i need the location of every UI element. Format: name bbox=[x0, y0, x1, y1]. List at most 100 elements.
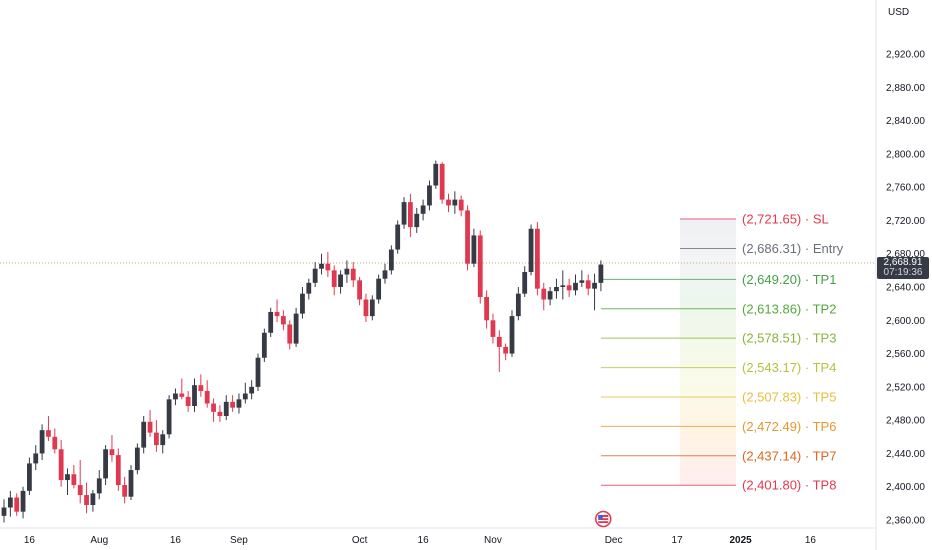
candle-body bbox=[408, 202, 413, 228]
candle-body bbox=[261, 332, 267, 358]
candle bbox=[71, 465, 77, 489]
x-tick-label: Oct bbox=[352, 535, 368, 546]
candle-body bbox=[414, 213, 420, 228]
candle-body bbox=[382, 270, 388, 279]
candle bbox=[141, 415, 147, 454]
y-tick-label: 2,760.00 bbox=[886, 183, 925, 194]
current-price-label: 2,668.91 07:19:36 bbox=[877, 257, 929, 279]
candle bbox=[173, 388, 178, 406]
candle bbox=[420, 199, 426, 221]
candle bbox=[319, 253, 324, 275]
candle bbox=[395, 220, 401, 254]
candle bbox=[408, 193, 413, 238]
candle bbox=[223, 395, 229, 421]
candle-body bbox=[579, 280, 585, 283]
candle-body bbox=[255, 357, 261, 387]
candle-body bbox=[427, 185, 432, 206]
candle-body bbox=[439, 163, 445, 200]
flag-stripes bbox=[598, 515, 609, 523]
candle-body bbox=[173, 393, 178, 400]
candle-body bbox=[515, 293, 521, 317]
candle bbox=[274, 299, 280, 322]
candle bbox=[52, 428, 58, 454]
candle-body bbox=[33, 453, 39, 464]
candle-body bbox=[192, 385, 197, 406]
x-tick-label: Sep bbox=[230, 535, 248, 546]
candle-body bbox=[484, 296, 489, 321]
trade-zone-shading bbox=[680, 219, 736, 486]
x-tick-label: Nov bbox=[484, 535, 502, 546]
candle bbox=[382, 263, 388, 284]
candle bbox=[331, 265, 337, 296]
candle bbox=[363, 293, 369, 322]
candle bbox=[122, 476, 128, 504]
x-tick-label: 17 bbox=[672, 535, 684, 546]
candle-body bbox=[147, 421, 153, 433]
candle-body bbox=[560, 285, 566, 287]
y-tick-label: 2,360.00 bbox=[886, 516, 925, 527]
candle bbox=[427, 180, 432, 211]
candle bbox=[388, 245, 394, 275]
candle bbox=[65, 468, 70, 496]
candle bbox=[230, 395, 235, 412]
candle-body bbox=[312, 268, 318, 283]
x-tick-label: 16 bbox=[805, 535, 817, 546]
x-tick-label: Aug bbox=[90, 535, 108, 546]
candle-body bbox=[154, 432, 159, 446]
candle bbox=[306, 278, 312, 300]
candle-body bbox=[541, 288, 547, 300]
candle-body bbox=[535, 228, 540, 289]
candle bbox=[471, 228, 477, 268]
candle-body bbox=[249, 386, 255, 394]
candle bbox=[255, 353, 261, 392]
currency-button[interactable]: USD bbox=[888, 7, 910, 18]
candle bbox=[115, 448, 121, 491]
candle-body bbox=[503, 346, 509, 354]
candle bbox=[490, 313, 496, 344]
candle bbox=[33, 445, 39, 471]
candle bbox=[541, 282, 547, 311]
candle bbox=[344, 260, 350, 283]
candle-body bbox=[128, 470, 134, 497]
candle-body bbox=[547, 291, 553, 300]
candle-body bbox=[357, 280, 362, 300]
candle bbox=[204, 380, 210, 408]
candle-body bbox=[363, 299, 369, 317]
x-tick-label: Dec bbox=[605, 535, 623, 546]
y-tick-label: 2,640.00 bbox=[886, 283, 925, 294]
candle-body bbox=[452, 199, 458, 206]
candle-body bbox=[287, 324, 293, 344]
candle-body bbox=[376, 278, 382, 300]
candle bbox=[300, 287, 305, 319]
candle-body bbox=[554, 287, 559, 292]
level-label: (2,721.65) · SL bbox=[742, 212, 829, 227]
candle-body bbox=[458, 199, 464, 211]
candle bbox=[39, 424, 45, 461]
candle-body bbox=[122, 485, 128, 497]
candle-body bbox=[52, 436, 58, 450]
y-tick-label: 2,480.00 bbox=[886, 416, 925, 427]
candle-body bbox=[319, 263, 324, 269]
candle-body bbox=[90, 493, 96, 506]
candle bbox=[109, 435, 115, 462]
candle-body bbox=[496, 336, 502, 347]
candle bbox=[515, 287, 521, 321]
candle-body bbox=[598, 264, 604, 283]
candle bbox=[287, 320, 293, 350]
y-tick-label: 2,800.00 bbox=[886, 149, 925, 160]
candle-body bbox=[274, 311, 280, 317]
candle bbox=[579, 270, 585, 287]
candle-body bbox=[77, 485, 83, 496]
candle-body bbox=[185, 396, 191, 406]
candle-body bbox=[109, 449, 115, 456]
level-label: (2,613.86) · TP2 bbox=[742, 301, 836, 316]
candle-body bbox=[338, 274, 343, 287]
level-label: (2,401.80) · TP8 bbox=[742, 478, 836, 493]
candle bbox=[503, 343, 509, 361]
x-tick-label: 16 bbox=[170, 535, 182, 546]
candle-body bbox=[369, 299, 375, 317]
candle bbox=[592, 273, 597, 311]
candle-body bbox=[236, 399, 242, 408]
candle-body bbox=[433, 163, 439, 186]
